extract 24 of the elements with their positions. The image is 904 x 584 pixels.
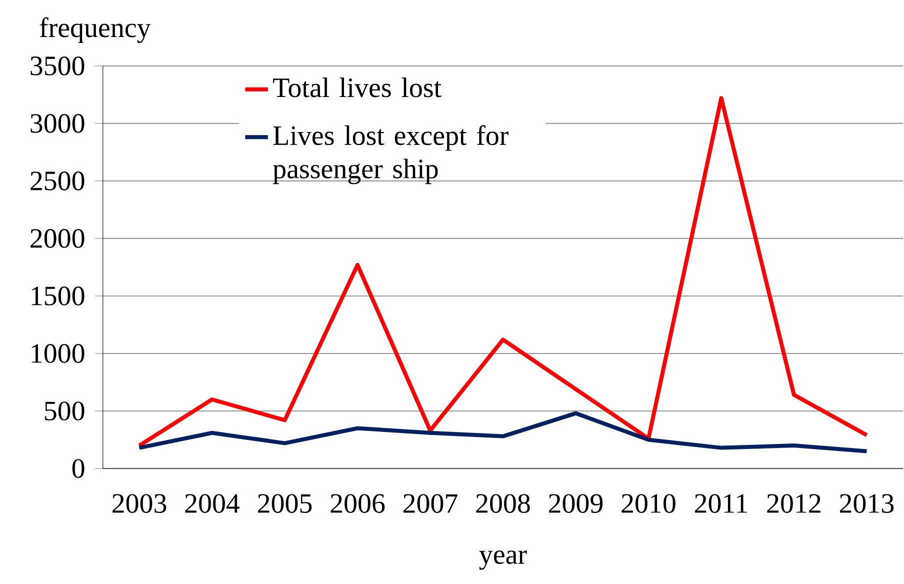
y-tick-label: 2000 <box>30 228 84 248</box>
x-tick-label: 2004 <box>185 494 240 513</box>
line-series <box>137 411 869 454</box>
x-tick-label: 2013 <box>840 494 894 513</box>
x-tick-label: 2009 <box>548 494 603 513</box>
x-axis-title: year <box>479 550 527 570</box>
y-tick-label: 1500 <box>32 286 84 306</box>
y-tick-label: 1000 <box>32 344 84 363</box>
x-tick-label: 2007 <box>404 494 458 513</box>
x-tick-label: 2010 <box>622 494 676 513</box>
y-tick-label: 3000 <box>30 114 84 133</box>
x-tick-label: 2008 <box>476 494 530 513</box>
y-tick-label: 0 <box>72 458 84 478</box>
y-tick-label: 3500 <box>30 56 84 76</box>
x-tick-label: 2006 <box>330 494 385 513</box>
legend-label: Total lives lost <box>273 77 442 98</box>
y-tick-label: 500 <box>44 401 84 420</box>
y-tick-label: 2500 <box>30 171 84 190</box>
legend-label: Lives lost except for passenger ship <box>273 124 508 184</box>
y-axis-title: frequency <box>40 17 151 43</box>
x-tick-label: 2011 <box>694 494 747 513</box>
x-tick-label: 2005 <box>258 494 312 513</box>
x-tick-label: 2012 <box>767 494 820 513</box>
x-tick-label: 2003 <box>112 494 166 513</box>
